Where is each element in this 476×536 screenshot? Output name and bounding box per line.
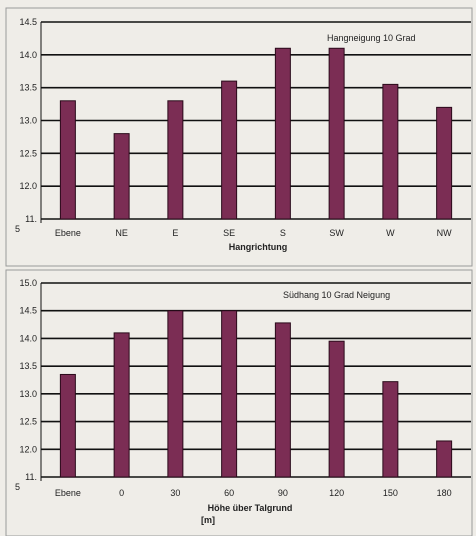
bar-0-6 [382, 83, 399, 220]
bar-0-0 [59, 100, 76, 220]
bar-1-6 [382, 381, 399, 478]
y-tick-label-0-2: 13.5 [19, 83, 37, 93]
y-tick-label-0-3: 13.0 [19, 116, 37, 126]
bar-1-4 [274, 322, 291, 478]
bar-0-2 [167, 100, 184, 220]
y-tick-label-0-1: 14.0 [19, 50, 37, 60]
x-tick-label-1-6: 150 [383, 488, 398, 498]
bar-1-7 [436, 440, 453, 478]
x-tick-label-0-1: NE [115, 228, 128, 238]
bar-1-5 [328, 340, 345, 478]
x-tick-label-1-2: 30 [170, 488, 180, 498]
bar-1-0 [59, 373, 76, 478]
bar-1-1 [113, 332, 130, 478]
bar-0-7 [436, 106, 453, 220]
y-tick-label-1-1: 14.5 [19, 306, 37, 316]
x-tick-label-0-4: S [280, 228, 286, 238]
x-tick-label-0-0: Ebene [55, 228, 81, 238]
bar-0-3 [221, 80, 238, 220]
x-tick-label-0-6: W [386, 228, 395, 238]
y-tick-label-1-0: 15.0 [19, 278, 37, 288]
bar-0-4 [274, 47, 291, 220]
y-tick-label-0-0: 14.5 [19, 17, 37, 27]
x-tick-label-1-3: 60 [224, 488, 234, 498]
y-tick-label-0-4: 12.5 [19, 148, 37, 158]
x-tick-label-0-7: NW [437, 228, 452, 238]
y-tick-label-0-5: 12.0 [19, 181, 37, 191]
x-tick-label-0-2: E [172, 228, 178, 238]
y-tick-label-bottom-0: 11. [25, 214, 37, 224]
chart-panel-1 [5, 269, 473, 536]
bar-0-1 [113, 133, 130, 220]
y-tick-label-1-4: 13.0 [19, 389, 37, 399]
chart-panel-0 [5, 7, 473, 267]
y-tick-label-bottom-1: 11. [25, 472, 37, 482]
x-axis-label-0: Hangrichtung [229, 242, 288, 252]
bar-1-3 [221, 310, 238, 478]
x-axis-label-unit-1: [m] [201, 515, 215, 525]
x-tick-label-0-3: SE [223, 228, 235, 238]
x-tick-label-0-5: SW [329, 228, 344, 238]
x-tick-label-1-4: 90 [278, 488, 288, 498]
y-tick-label-1-3: 13.5 [19, 361, 37, 371]
x-axis-label-1: Höhe über Talgrund [208, 503, 293, 513]
y-tick-label-1-6: 12.0 [19, 444, 37, 454]
y-tick-label-bottom2-0: 5 [15, 224, 20, 234]
x-tick-label-1-5: 120 [329, 488, 344, 498]
x-tick-label-1-1: 0 [119, 488, 124, 498]
x-tick-label-1-0: Ebene [55, 488, 81, 498]
y-tick-label-1-2: 14.0 [19, 333, 37, 343]
chart-annotation-0: Hangneigung 10 Grad [327, 33, 416, 43]
chart-annotation-1: Südhang 10 Grad Neigung [283, 290, 390, 300]
y-tick-label-1-5: 12.5 [19, 417, 37, 427]
bar-0-5 [328, 47, 345, 220]
x-tick-label-1-7: 180 [437, 488, 452, 498]
y-tick-label-bottom2-1: 5 [15, 482, 20, 492]
bar-1-2 [167, 310, 184, 478]
